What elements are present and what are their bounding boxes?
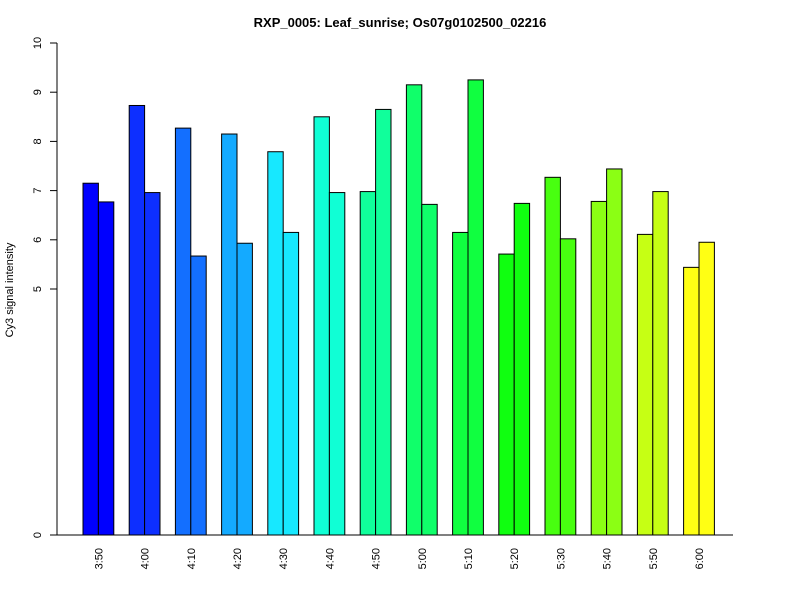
bar-4:40-1 bbox=[313, 116, 330, 536]
bar-4:50-2 bbox=[375, 108, 392, 536]
y-ticks: 0 5 6 7 8 9 10 bbox=[32, 37, 57, 538]
x-tick-label: 4:00 bbox=[140, 548, 152, 569]
bar-4:20-1 bbox=[221, 133, 238, 536]
x-tick-label: 5:00 bbox=[417, 548, 429, 569]
bar-5:50-2 bbox=[652, 191, 669, 536]
bar-5:10-2 bbox=[467, 79, 484, 536]
bar-6:00-2 bbox=[698, 241, 715, 536]
x-tick-label: 4:30 bbox=[278, 548, 290, 569]
bar-5:20-2 bbox=[513, 202, 531, 536]
bar-4:00-2 bbox=[144, 192, 161, 536]
bar-4:30-1 bbox=[267, 151, 284, 536]
bar-4:10-1 bbox=[174, 127, 192, 536]
bar-5:10-1 bbox=[452, 231, 469, 536]
bar-6:00-1 bbox=[683, 266, 700, 536]
bar-5:40-2 bbox=[606, 168, 623, 536]
bar-4:00-1 bbox=[128, 104, 146, 536]
bar-5:20-1 bbox=[498, 253, 515, 536]
y-tick-label: 8 bbox=[32, 138, 44, 144]
x-tick-label: 4:40 bbox=[324, 548, 336, 569]
y-tick-label: 6 bbox=[32, 237, 44, 243]
x-tick-label: 4:50 bbox=[371, 548, 383, 569]
x-tick-label: 4:20 bbox=[232, 548, 244, 569]
x-tick-label: 4:10 bbox=[186, 548, 198, 569]
bar-5:00-1 bbox=[405, 84, 423, 536]
bar-4:40-2 bbox=[328, 192, 346, 536]
x-tick-label: 5:50 bbox=[648, 548, 660, 569]
bar-5:00-2 bbox=[421, 203, 438, 536]
y-axis-label: Cy3 signal intensity bbox=[4, 242, 16, 337]
bars bbox=[82, 79, 715, 536]
x-tick-label: 3:50 bbox=[93, 548, 105, 569]
bar-5:30-1 bbox=[544, 176, 561, 536]
y-tick-label: 7 bbox=[32, 188, 44, 194]
bar-5:50-1 bbox=[636, 233, 654, 536]
chart-title: RXP_0005: Leaf_sunrise; Os07g0102500_022… bbox=[254, 15, 547, 30]
x-tick-label: 5:20 bbox=[509, 548, 521, 569]
bar-4:30-2 bbox=[282, 231, 300, 536]
bar-4:50-1 bbox=[359, 191, 377, 536]
bar-5:30-2 bbox=[559, 238, 577, 536]
y-tick-label: 5 bbox=[32, 286, 44, 292]
bar-4:20-2 bbox=[236, 242, 253, 536]
x-tick-label: 6:00 bbox=[694, 548, 706, 569]
y-tick-label: 9 bbox=[32, 89, 44, 95]
bar-3:50-1 bbox=[82, 182, 99, 536]
bar-3:50-2 bbox=[97, 201, 115, 536]
x-tick-labels: 3:50 4:00 4:10 4:20 4:30 4:40 4:50 5:00 5:10 5:20… bbox=[93, 548, 706, 569]
y-tick-label: 10 bbox=[32, 37, 44, 49]
x-tick-label: 5:30 bbox=[555, 548, 567, 569]
bar-5:40-1 bbox=[590, 200, 608, 536]
x-tick-label: 5:40 bbox=[602, 548, 614, 569]
y-tick-label: 0 bbox=[32, 532, 44, 538]
x-tick-label: 5:10 bbox=[463, 548, 475, 569]
bar-4:10-2 bbox=[190, 255, 207, 536]
